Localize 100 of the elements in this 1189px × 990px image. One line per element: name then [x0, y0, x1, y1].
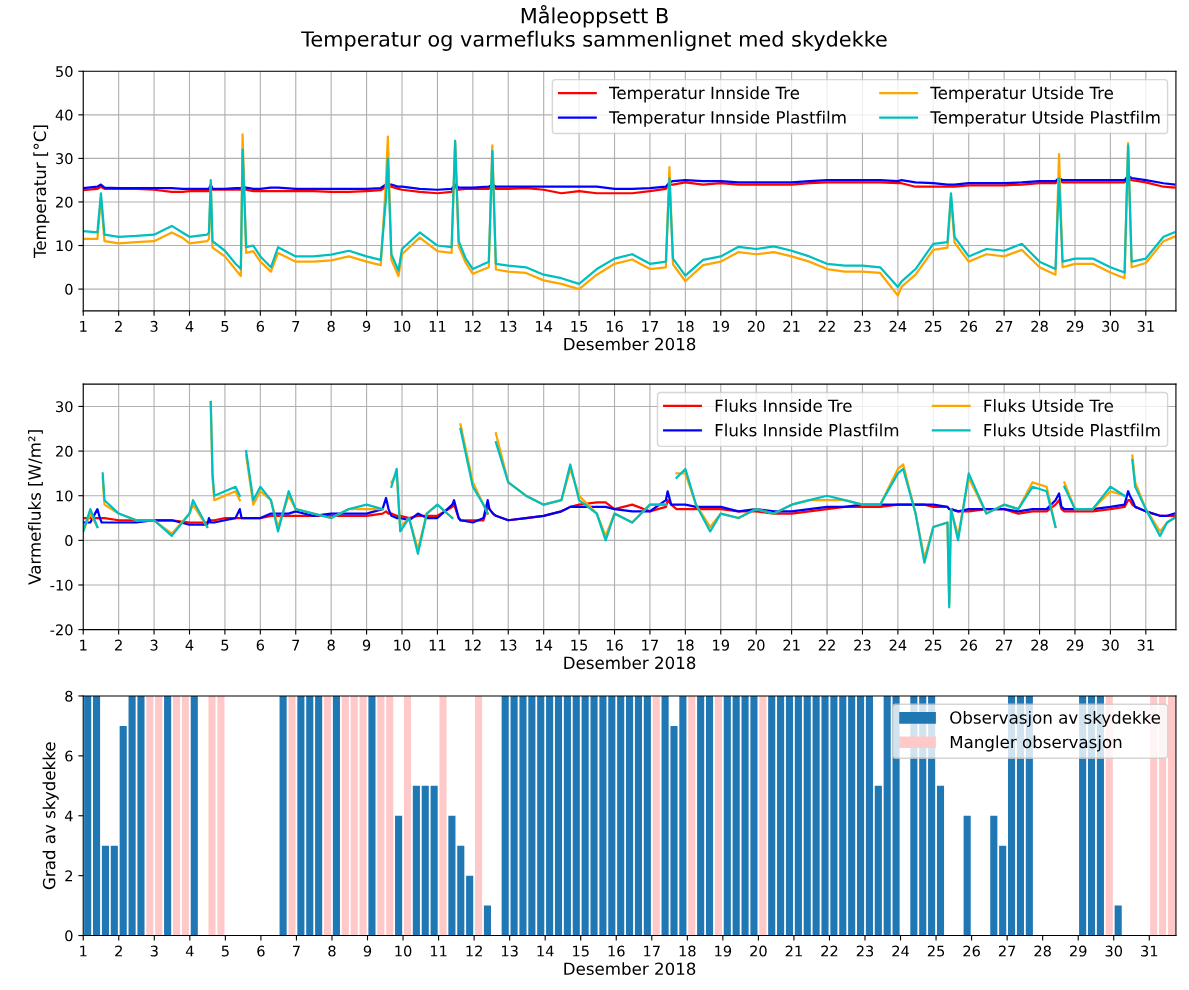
x-tick-label: 27: [998, 945, 1016, 957]
x-tick-label: 10: [394, 320, 411, 332]
x-tick-label: 26: [960, 639, 978, 651]
bar: [936, 785, 945, 936]
x-tick-label: 23: [854, 320, 871, 332]
x-tick-label: 27: [995, 639, 1013, 651]
x-tick-label: 14: [537, 945, 554, 957]
bar: [146, 695, 154, 936]
legend-label: Temperatur Innside Tre: [608, 86, 800, 103]
bar: [617, 695, 625, 936]
x-tick-label: 29: [1069, 945, 1087, 957]
legend-label: Fluks Utside Plastfilm: [984, 423, 1160, 437]
bar: [848, 695, 856, 936]
x-tick-label: 28: [1031, 639, 1048, 651]
bar: [448, 815, 456, 936]
bar: [963, 815, 971, 936]
y-axis-title: Temperatur [°C]: [33, 125, 50, 259]
bar: [705, 695, 714, 936]
x-tick-label: 30: [1102, 320, 1119, 332]
x-tick-label: 6: [256, 320, 265, 332]
x-tick-label: 15: [571, 639, 588, 651]
x-tick-label: 13: [500, 320, 517, 332]
chart-title: Måleoppsett B Temperatur og varmefluks sammenlignet med skydekke: [301, 4, 887, 51]
bar: [386, 695, 394, 936]
bar: [119, 725, 127, 936]
legend-label: Temperatur Utside Plastfilm: [930, 110, 1160, 127]
x-tick-label: 27: [995, 320, 1013, 332]
bar: [315, 695, 323, 936]
y-tick-label: -20: [50, 624, 73, 636]
y-tick-label: 0: [65, 930, 73, 942]
bar: [794, 695, 802, 936]
y-tick-label: 0: [65, 535, 73, 547]
bar: [359, 695, 367, 936]
bar: [306, 695, 314, 936]
bar: [323, 695, 332, 936]
bar: [563, 695, 571, 936]
x-axis-title: Desember 2018: [564, 962, 696, 976]
bar: [643, 695, 651, 936]
bar: [155, 695, 163, 936]
x-tick-label: 5: [221, 321, 229, 332]
x-tick-label: 28: [1031, 320, 1048, 332]
bar: [608, 695, 616, 936]
bar: [297, 695, 305, 936]
x-tick-label: 7: [292, 945, 300, 957]
x-tick-label: 19: [715, 945, 732, 957]
x-axis-title: Desember 2018: [564, 337, 696, 351]
bar: [412, 785, 420, 936]
line-series: [83, 174, 1176, 191]
x-tick-label: 20: [747, 320, 765, 332]
x-tick-label: 3: [150, 320, 158, 332]
x-tick-label: 23: [856, 945, 874, 957]
x-tick-label: 25: [925, 639, 942, 651]
legend-label: Temperatur Utside Tre: [930, 86, 1114, 103]
y-tick-label: 10: [56, 490, 73, 502]
x-tick-label: 11: [429, 321, 446, 332]
x-tick-label: 28: [1034, 945, 1051, 957]
x-tick-label: 31: [1137, 639, 1154, 651]
x-tick-label: 17: [642, 639, 658, 651]
y-tick-label: 4: [64, 810, 73, 822]
x-tick-label: 20: [747, 639, 765, 651]
x-tick-label: 22: [821, 945, 838, 957]
x-tick-label: 31: [1141, 945, 1158, 957]
line-series: [83, 490, 1176, 526]
bar: [475, 695, 483, 936]
x-tick-label: 12: [466, 945, 482, 957]
x-tick-label: 24: [889, 320, 907, 332]
bar: [164, 695, 172, 936]
x-tick-label: 10: [394, 639, 411, 651]
y-axis-title: Varmefluks [W/m²]: [28, 430, 43, 585]
bar: [421, 785, 429, 936]
x-axis-title: Desember 2018: [564, 656, 696, 670]
legend-label: Mangler observasjon: [950, 735, 1122, 752]
x-tick-label: 8: [327, 320, 335, 332]
x-tick-label: 22: [818, 639, 835, 651]
bar: [341, 695, 349, 936]
bar: [839, 695, 847, 936]
x-tick-label: 6: [257, 945, 265, 957]
legend-label: Fluks Utside Tre: [984, 399, 1114, 413]
x-tick-label: 9: [362, 320, 371, 332]
x-tick-label: 5: [221, 945, 229, 957]
bar: [172, 695, 181, 936]
bar: [466, 875, 474, 936]
x-tick-label: 17: [644, 945, 660, 957]
x-tick-label: 21: [785, 945, 802, 957]
x-tick-label: 13: [501, 945, 518, 957]
x-tick-label: 13: [500, 639, 517, 651]
bar: [999, 845, 1007, 936]
x-tick-label: 18: [677, 320, 694, 332]
x-tick-label: 15: [573, 945, 589, 957]
bar: [368, 695, 376, 936]
x-tick-label: 3: [150, 945, 158, 957]
bar: [403, 695, 412, 936]
x-tick-label: 7: [292, 321, 300, 332]
legend-label: Observasjon av skydekke: [950, 710, 1161, 728]
x-tick-label: 31: [1137, 320, 1154, 332]
x-tick-label: 2: [115, 320, 122, 332]
x-tick-label: 1: [80, 945, 87, 957]
y-axis-title: Grad av skydekke: [42, 742, 59, 890]
bar: [537, 695, 545, 936]
y-tick-label: 50: [56, 66, 73, 78]
